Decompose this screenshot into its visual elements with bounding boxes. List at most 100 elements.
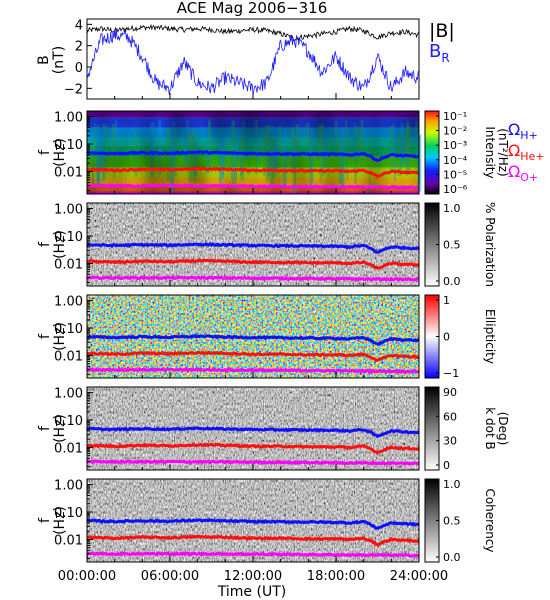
colorbar-label: Ellipticity xyxy=(483,309,497,364)
colorbar-tick-label: 10⁻⁵ xyxy=(443,168,467,181)
colorbar-tick-label: 10⁻² xyxy=(443,125,467,138)
legend-subscript: O+ xyxy=(520,171,538,184)
ytick-label: 0.10 xyxy=(54,322,83,337)
b-field-yunits: (nT) xyxy=(51,46,67,74)
series-omega-o-line xyxy=(86,275,420,282)
ytick-label: 1.00 xyxy=(54,479,83,494)
colorbar-tick-label: 0 xyxy=(443,331,450,344)
series-omega-h-line xyxy=(86,333,420,347)
panel-polarization: 1.00 0.10 0.01 f (Hz) 1.0 0.5 0.0 % Polarization xyxy=(37,202,497,288)
series-omega-he-line xyxy=(86,534,420,547)
colorbar-tick-label: 10⁻⁴ xyxy=(443,154,468,167)
panel-yunits: (Hz) xyxy=(52,230,68,259)
b-field-lines xyxy=(86,23,420,95)
ytick-label: 0.01 xyxy=(54,533,83,548)
colorbar-tick-label: 0.0 xyxy=(443,551,461,564)
panel-intensity: 1.00 0.10 0.01 f (Hz) 10⁻¹ 10⁻²10⁻³ 10⁻⁴10⁻⁵ 10⁻… xyxy=(37,110,545,196)
xaxis-label: Time (UT) xyxy=(217,584,286,600)
spectrogram-panels: 1.000.100.01f (Hz)10⁻¹10⁻²10⁻³10⁻⁴10⁻⁵10⁻… xyxy=(37,110,545,564)
ytick-label: 0.10 xyxy=(54,506,83,521)
colorbar-label: Coherency xyxy=(483,488,497,552)
ytick-label: 0.10 xyxy=(54,414,83,429)
b-field-ytick-label: −2 xyxy=(64,82,83,97)
panel-ylabel: f xyxy=(37,425,53,431)
colorbar-tick-label: 60 xyxy=(443,410,457,423)
series-omega-o-line xyxy=(86,367,420,375)
b-field-ytick-label: 4 xyxy=(75,18,83,33)
legend-b-r-sub: R xyxy=(441,51,449,65)
xtick-label: 12:00:00 xyxy=(224,569,282,584)
b-field-ytick-label: 2 xyxy=(75,40,83,55)
colorbar-tick-label: 10⁻³ xyxy=(443,139,467,152)
series-omega-he-line xyxy=(86,442,420,456)
legend-omega-h: ΩH+ xyxy=(508,120,538,142)
ytick-label: 1.00 xyxy=(54,295,83,310)
b-field-yticks: 4 2 0 −2 xyxy=(64,18,420,99)
colorbar-tick-label: 1.0 xyxy=(443,478,461,491)
ytick-label: 0.01 xyxy=(54,441,83,456)
ytick-label: 0.01 xyxy=(54,349,83,364)
colorbar-tick-label: 0.5 xyxy=(443,239,461,252)
ytick-label: 0.01 xyxy=(54,165,83,180)
series-omega-he-line xyxy=(86,350,420,362)
panel-ylabel: f xyxy=(37,333,53,339)
panel-yunits: (Hz) xyxy=(52,414,68,443)
legend-symbol: Ω xyxy=(508,120,520,139)
colorbar-units: (Deg) xyxy=(496,412,510,446)
panel-kdotb: 1.00 0.10 0.01 f (Hz) 90 60 30 0 k dot B (Deg) xyxy=(37,386,510,472)
colorbar-tick-label: 1.0 xyxy=(443,202,461,215)
time-axis: 00:00:00 06:00:00 12:00:00 18:00:00 24:00:00 xyxy=(58,569,448,584)
colorbar-label: Intensity xyxy=(483,126,497,178)
series-omega-h-line xyxy=(86,518,420,531)
ytick-label: 1.00 xyxy=(54,203,83,218)
colorbar xyxy=(424,386,440,471)
ytick-label: 0.01 xyxy=(54,257,83,272)
legend-subscript: H+ xyxy=(520,129,538,142)
xtick-label: 24:00:00 xyxy=(390,569,448,584)
series-omega-o-line xyxy=(87,183,420,190)
intensity-streak xyxy=(418,135,421,184)
xtick-label: 18:00:00 xyxy=(307,569,365,584)
series-omega-h-line xyxy=(86,241,421,254)
series-omega-h-line xyxy=(86,425,420,439)
colorbar-units: (nT²/Hz) xyxy=(496,128,510,176)
colorbar-tick-label: 0 xyxy=(443,459,450,472)
ytick-label: 1.00 xyxy=(54,387,83,402)
colorbar-tick-label: 30 xyxy=(443,435,457,448)
b-field-ytick-label: 0 xyxy=(75,61,83,76)
panel-yunits: (Hz) xyxy=(52,322,68,351)
colorbar-tick-label: 0.0 xyxy=(443,275,461,288)
series-omega-he-line xyxy=(86,166,420,179)
ytick-label: 0.10 xyxy=(54,138,83,153)
series-omega-o-line xyxy=(86,551,420,558)
panel-yunits: (Hz) xyxy=(52,506,68,535)
legend-b-r: BR xyxy=(429,41,450,65)
ytick-label: 0.10 xyxy=(54,230,83,245)
colorbar-label: k dot B xyxy=(483,407,497,449)
colorbar-tick-label: 1 xyxy=(443,294,450,307)
legend-symbol: Ω xyxy=(508,141,520,160)
panel-ylabel: f xyxy=(37,149,53,155)
colorbar-tick-label: 10⁻¹ xyxy=(443,110,467,123)
legend-subscript: He+ xyxy=(520,150,544,163)
xtick-label: 06:00:00 xyxy=(141,569,199,584)
series-omega-o-line xyxy=(86,459,420,466)
legend-b-r-main: B xyxy=(429,41,441,62)
panel-yunits: (Hz) xyxy=(52,138,68,167)
series-omega-h-line xyxy=(86,150,420,162)
panel-ylabel: f xyxy=(37,241,53,247)
colorbar xyxy=(424,110,440,195)
panel-coherency: 1.00 0.10 0.01 f (Hz) 1.0 0.5 0.0 Coherency xyxy=(37,478,497,564)
ytick-label: 1.00 xyxy=(54,111,83,126)
colorbar-tick-label: −1 xyxy=(443,367,459,380)
colorbar-label: % Polarization xyxy=(483,202,497,287)
legend-omega-he: ΩHe+ xyxy=(508,141,545,163)
xtick-label: 00:00:00 xyxy=(58,569,116,584)
series-b-total-line xyxy=(86,23,420,41)
b-field-panel: 420−2 B (nT) |B| BR xyxy=(36,18,455,100)
chart-title: ACE Mag 2006−316 xyxy=(177,0,328,17)
legend-symbol: Ω xyxy=(508,162,520,181)
b-field-ylabel: B xyxy=(36,55,52,65)
series-omega-he-line xyxy=(86,258,420,270)
